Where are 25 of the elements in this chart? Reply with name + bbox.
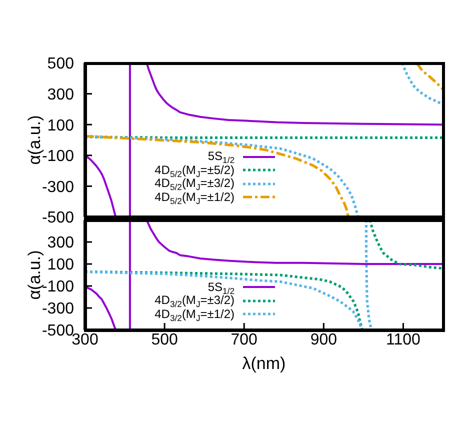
y-tick-label: 100 (47, 256, 74, 274)
y-axis-title: α(a.u.) (24, 250, 44, 300)
x-tick-label: 900 (310, 331, 338, 348)
y-tick-label: -500 (42, 322, 74, 340)
legend-label: 5S$_{1/2}$ (208, 149, 235, 166)
legend-label: 5S$_{1/2}$ (208, 280, 235, 296)
y-tick-label: -100 (42, 148, 74, 166)
legend-label: 4D$_{5/2}$(M$_{J}$=±3/2) (154, 176, 235, 192)
x-axis-title: λ(nm) (242, 354, 286, 373)
y-tick-label: -100 (42, 278, 74, 296)
y-tick-label: 300 (47, 86, 74, 104)
x-tick-label: 500 (151, 331, 178, 348)
legend-label: 4D$_{5/2}$(M$_{J}$=±1/2) (154, 190, 235, 206)
y-tick-label: -300 (42, 300, 74, 318)
y-axis-title: α(a.u.) (24, 115, 44, 165)
y-tick-label: -300 (42, 178, 74, 196)
y-tick-label: 500 (47, 56, 74, 73)
y-tick-label: 100 (47, 117, 74, 134)
y-tick-label: -500 (42, 210, 74, 227)
legend-label: 4D$_{5/2}$(M$_{J}$=±5/2) (154, 162, 235, 179)
x-tick-label: 700 (230, 331, 258, 348)
legend-label: 4D$_{3/2}$(M$_{J}$=±1/2) (154, 306, 235, 323)
y-tick-label: 300 (47, 234, 74, 252)
legend-label: 4D$_{3/2}$(M$_{J}$=±3/2) (154, 293, 235, 310)
x-tick-label: 1100 (386, 331, 421, 348)
